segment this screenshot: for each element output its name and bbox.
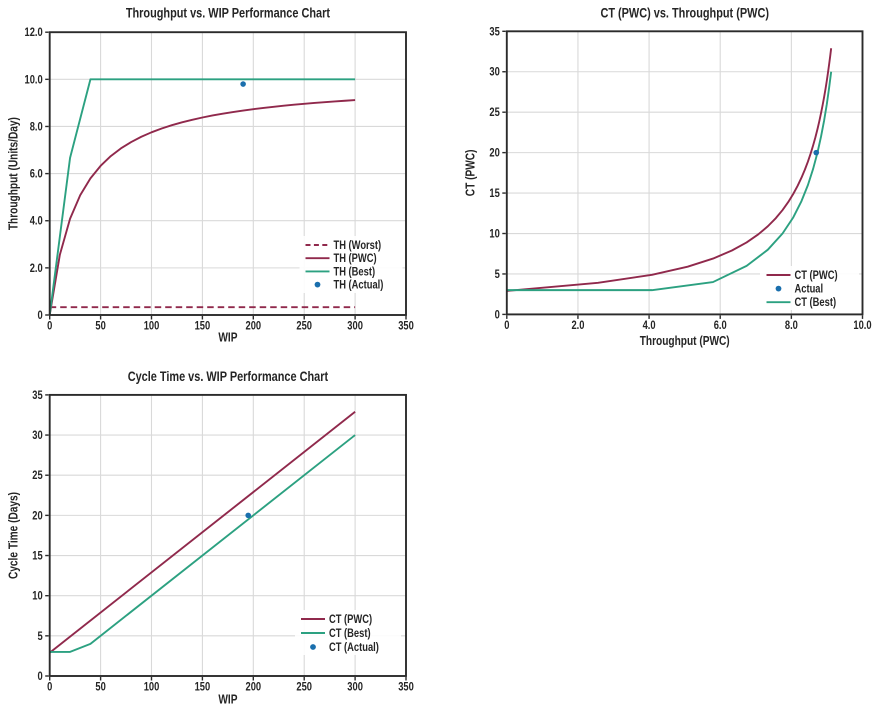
legend-label: TH (Worst) — [334, 239, 382, 252]
chart-1-spines — [48, 31, 407, 316]
chart-1-xtick-label: 250 — [296, 319, 312, 332]
chart-1-xtick-label: 100 — [144, 319, 160, 332]
legend-label: TH (Actual) — [334, 279, 384, 292]
chart-3-ytick-label: 15 — [32, 549, 42, 562]
chart-3-ytick-label: 20 — [32, 509, 42, 522]
chart-1-ylabel: Throughput (Units/Day) — [6, 117, 20, 230]
chart-2-ytick-label: 5 — [495, 268, 500, 281]
chart-3-xtick-label: 200 — [245, 680, 261, 693]
chart-1-ytick-label: 6.0 — [30, 168, 43, 181]
chart-2-series-1-point — [813, 149, 820, 156]
chart-2-series-0-line — [506, 48, 833, 292]
chart-3-xtick-label: 300 — [347, 680, 363, 693]
chart-3-ticks — [45, 394, 407, 681]
chart-2: 0 2.0 4.0 6.0 8.0 10.0 0 5 10 15 20 25 30 35 CT (PWC) … — [463, 5, 871, 348]
chart-3-ytick-label: 25 — [32, 469, 42, 482]
chart-1-ytick-label: 12.0 — [24, 26, 42, 39]
chart-2-xtick-label: 4.0 — [643, 319, 656, 332]
chart-1-xtick-label: 200 — [245, 319, 261, 332]
chart-2-xlabel: Throughput (PWC) — [640, 334, 730, 348]
chart-1-ticks — [45, 31, 407, 320]
chart-3-ytick-label: 0 — [37, 670, 42, 683]
chart-1-ytick-label: 10.0 — [24, 73, 42, 86]
chart-1-xtick-label: 50 — [95, 319, 105, 332]
chart-3-ytick-label: 35 — [32, 389, 42, 402]
chart-1-ytick-label: 0 — [37, 309, 42, 322]
legend-label: CT (Best) — [795, 296, 837, 309]
chart-3-xtick-label: 350 — [398, 680, 414, 693]
chart-2-xtick-label: 2.0 — [571, 319, 584, 332]
chart-3-series-2-point — [245, 512, 252, 519]
chart-1-series-1-line — [48, 99, 356, 316]
chart-1-series-3-point — [240, 81, 246, 87]
chart-2-ytick-label: 35 — [489, 25, 499, 38]
legend-label: CT (PWC) — [329, 613, 372, 626]
chart-1-legend: TH (Worst)TH (PWC)TH (Best)TH (Actual) — [299, 236, 403, 293]
chart-3-series-1-line — [49, 434, 356, 653]
chart-3-title: Cycle Time vs. WIP Performance Chart — [128, 369, 329, 385]
legend-label: TH (Best) — [334, 265, 376, 278]
legend-swatch-dot — [310, 644, 316, 650]
chart-3-xlabel: WIP — [218, 692, 237, 706]
chart-2-series-2-line — [506, 71, 833, 292]
legend-label: CT (PWC) — [795, 269, 838, 282]
chart-2-xtick-label: 6.0 — [714, 319, 727, 332]
chart-3-series-0-line — [49, 411, 356, 654]
chart-2-title: CT (PWC) vs. Throughput (PWC) — [600, 5, 769, 21]
chart-2-ytick-label: 15 — [489, 187, 499, 200]
chart-1-xtick-label: 150 — [195, 319, 211, 332]
chart-2-ytick-label: 20 — [489, 147, 499, 160]
chart-2-ytick-label: 25 — [489, 106, 499, 119]
legend-label: CT (Actual) — [329, 641, 379, 654]
chart-3-xtick-label: 250 — [296, 680, 312, 693]
chart-1-series-2-line — [48, 78, 356, 316]
chart-3: 0 50 100 150 200 250 300 350 0 5 10 15 20 25 30 35 Cycle… — [6, 369, 413, 707]
legend-label: Actual — [795, 283, 824, 296]
chart-3-spines — [48, 393, 407, 677]
chart-2-spines — [505, 30, 864, 316]
chart-1-ytick-label: 8.0 — [30, 120, 43, 133]
legend-swatch-dot — [775, 285, 782, 292]
chart-3-xtick-label: 0 — [47, 680, 52, 693]
chart-1-xtick-label: 300 — [347, 319, 363, 332]
legend-label: CT (Best) — [329, 627, 371, 640]
chart-1-xlabel: WIP — [218, 330, 237, 344]
legend-swatch-dot — [314, 281, 321, 288]
chart-3-xtick-label: 50 — [95, 680, 105, 693]
chart-1-ytick-label: 2.0 — [30, 262, 43, 275]
chart-2-ylabel: CT (PWC) — [463, 149, 477, 196]
chart-1: 0 50 100 150 200 250 300 350 0 2.0 4.0 6.0 8.0 10.0 12… — [6, 5, 413, 345]
chart-3-xtick-label: 100 — [144, 680, 160, 693]
chart-1-xtick-label: 350 — [398, 319, 414, 332]
chart-2-ytick-label: 0 — [495, 308, 500, 321]
chart-1-title: Throughput vs. WIP Performance Chart — [126, 5, 331, 21]
chart-3-legend: CT (PWC)CT (Best)CT (Actual) — [295, 610, 401, 655]
chart-2-ytick-label: 30 — [489, 66, 499, 79]
legend-label: TH (PWC) — [334, 252, 377, 265]
chart-1-ytick-label: 4.0 — [30, 215, 43, 228]
chart-1-xtick-label: 0 — [47, 319, 52, 332]
chart-2-xtick-label: 0 — [504, 319, 509, 332]
chart-3-ytick-label: 5 — [37, 630, 42, 643]
chart-2-ytick-label: 10 — [489, 227, 499, 240]
chart-3-ytick-label: 10 — [32, 590, 42, 603]
chart-2-ticks — [502, 30, 864, 319]
chart-2-xtick-label: 8.0 — [785, 319, 798, 332]
chart-3-ytick-label: 30 — [32, 429, 42, 442]
chart-3-ylabel: Cycle Time (Days) — [6, 492, 20, 579]
chart-3-xtick-label: 150 — [195, 680, 211, 693]
chart-2-xtick-label: 10.0 — [853, 319, 871, 332]
